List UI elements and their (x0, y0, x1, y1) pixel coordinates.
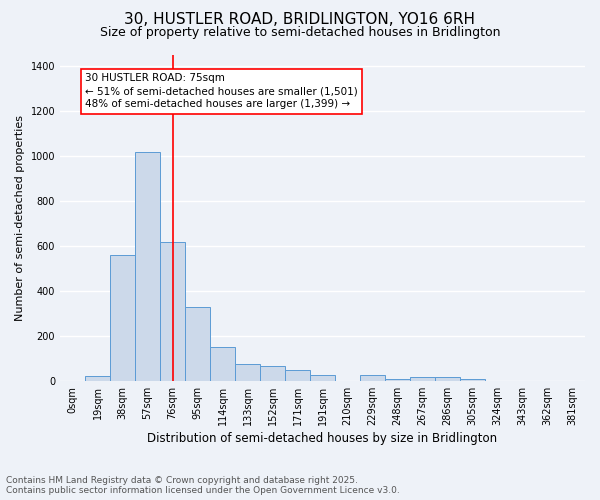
Y-axis label: Number of semi-detached properties: Number of semi-detached properties (15, 115, 25, 321)
Bar (435, 378, 460, 381)
Bar (460, 378, 485, 381)
Bar (185, 306, 210, 381)
Bar (160, 242, 185, 381)
Bar (135, 152, 160, 381)
Bar (285, 370, 310, 381)
Text: Contains HM Land Registry data © Crown copyright and database right 2025.
Contai: Contains HM Land Registry data © Crown c… (6, 476, 400, 495)
X-axis label: Distribution of semi-detached houses by size in Bridlington: Distribution of semi-detached houses by … (148, 432, 497, 445)
Bar (110, 255, 135, 381)
Bar (260, 366, 285, 381)
Bar (235, 364, 260, 381)
Text: 30 HUSTLER ROAD: 75sqm
← 51% of semi-detached houses are smaller (1,501)
48% of : 30 HUSTLER ROAD: 75sqm ← 51% of semi-det… (85, 73, 358, 110)
Bar (210, 347, 235, 381)
Bar (360, 375, 385, 381)
Bar (410, 378, 435, 381)
Bar (385, 378, 410, 381)
Text: 30, HUSTLER ROAD, BRIDLINGTON, YO16 6RH: 30, HUSTLER ROAD, BRIDLINGTON, YO16 6RH (125, 12, 476, 28)
Bar (85, 376, 110, 381)
Bar (310, 375, 335, 381)
Text: Size of property relative to semi-detached houses in Bridlington: Size of property relative to semi-detach… (100, 26, 500, 39)
